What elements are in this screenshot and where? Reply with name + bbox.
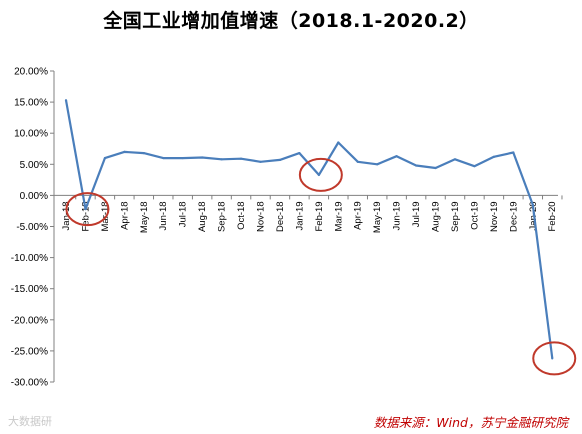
data-point [220,158,223,161]
y-tick-label: -20.00% [11,315,48,326]
x-tick-label: Jul-18 [178,201,189,227]
x-tick-label: Jun-18 [158,201,169,230]
x-tick-label: Nov-18 [256,201,267,232]
data-point [356,160,359,163]
x-axis: Jan-18 Feb-18 Mar-18 Apr-18 May-18 Jun-18 Jul-… [54,194,563,233]
data-point [64,99,68,102]
x-tick-label: Nov-19 [489,201,500,232]
y-axis: 20.00% 15.00% 10.00% 5.00% 0.00% -5.00% -10.00… [11,67,55,389]
data-point [551,357,554,360]
y-tick-label: 0.00% [20,191,48,202]
data-point [239,157,243,160]
series-layer [64,99,554,360]
data-point [337,141,340,144]
watermark-text: 大数据研 [8,415,52,428]
x-tick-label: Oct-18 [236,201,247,230]
data-point [201,156,204,159]
y-tick-label: -15.00% [11,284,48,295]
data-point [317,173,320,176]
series-line [64,100,554,359]
x-tick-label: Dec-19 [508,201,519,232]
x-tick-label: Dec-18 [275,201,286,232]
data-point [512,151,515,154]
data-point [434,166,437,170]
x-tick-label: Jul-19 [411,201,422,227]
x-tick-label: Apr-18 [119,201,130,230]
y-tick-label: -25.00% [11,346,48,357]
y-tick-label: -30.00% [11,378,48,389]
chart-title: 全国工业增加值增速（2018.1-2020.2） [103,10,479,32]
x-tick-label: Oct-19 [469,201,480,230]
data-point [84,207,87,211]
y-tick-label: -5.00% [16,222,48,233]
x-tick-label: Mar-19 [333,201,344,231]
data-point [298,152,301,155]
data-point [415,164,418,167]
data-point [473,165,476,168]
data-point [103,156,106,160]
x-tick-label: Feb-19 [314,201,325,231]
y-tick-label: 15.00% [14,98,48,109]
x-tick-label: Jun-19 [392,201,403,230]
data-point [395,155,398,158]
data-point [278,158,282,162]
highlight-circle [532,341,577,376]
x-tick-label: May-19 [372,201,383,233]
data-point [492,155,495,158]
x-tick-label: Sep-18 [217,201,228,232]
x-tick-label: Sep-19 [450,201,461,232]
data-point [531,203,534,206]
x-tick-label: Feb-18 [80,201,91,231]
highlight-circle [65,192,110,227]
x-tick-label: Jan-18 [61,201,72,230]
data-point [142,152,145,155]
data-point [123,150,126,153]
data-point [259,160,262,163]
highlight-circle [298,157,343,192]
y-tick-label: 10.00% [14,129,48,140]
x-tick-label: Apr-19 [353,201,364,230]
data-point [376,163,379,166]
y-tick-label: 5.00% [20,160,48,171]
x-tick-label: Aug-18 [197,201,208,232]
y-tick-label: 20.00% [14,67,48,78]
data-point [453,158,457,161]
x-tick-label: Feb-20 [547,201,558,231]
x-tick-label: Jan-19 [294,201,305,230]
x-tick-label: May-18 [139,201,150,233]
highlight-circles [65,157,577,376]
x-tick-label: Aug-19 [431,201,442,232]
source-note: 数据来源：Wind，苏宁金融研究院 [373,415,568,430]
data-point [162,156,165,160]
data-point [181,156,184,160]
y-tick-label: -10.00% [11,253,48,264]
